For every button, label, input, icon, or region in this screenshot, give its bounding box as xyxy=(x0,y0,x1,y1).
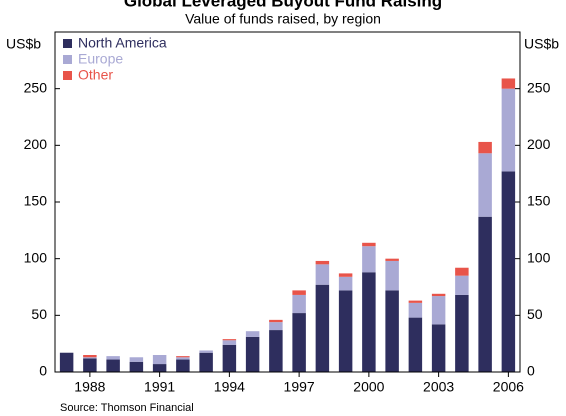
source-note: Source: Thomson Financial xyxy=(60,402,194,414)
bar-segment xyxy=(106,356,120,360)
x-tick-label: 1994 xyxy=(214,379,245,395)
bar-segment xyxy=(245,336,260,372)
bar-segment xyxy=(501,78,516,89)
chart-title: Global Leveraged Buyout Fund Raising xyxy=(124,0,442,10)
bar-segment xyxy=(292,290,306,295)
bar-segment xyxy=(408,300,423,303)
y2-tick-label: 100 xyxy=(527,249,551,265)
bar-segment xyxy=(362,246,376,273)
legend-label: Other xyxy=(78,67,113,83)
bar-segment xyxy=(455,294,469,372)
bar-segment xyxy=(222,339,237,341)
bar-segment xyxy=(129,357,144,362)
y2-tick-label: 50 xyxy=(527,306,543,322)
bar-segment xyxy=(385,260,399,291)
bar-segment xyxy=(455,275,469,295)
y-axis-label: US$b xyxy=(6,36,41,52)
bar-segment xyxy=(222,344,237,372)
legend-swatch xyxy=(63,71,72,80)
y2-tick-label: 250 xyxy=(527,79,551,95)
bar-segment xyxy=(152,355,167,365)
legend-swatch xyxy=(63,39,72,48)
bar-segment xyxy=(83,355,97,358)
bar-segment xyxy=(59,352,74,372)
bar-segment xyxy=(338,276,353,291)
bar-segment xyxy=(199,352,213,372)
bar-segment xyxy=(292,313,306,372)
y-tick-label: 200 xyxy=(24,136,48,152)
y-tick-label: 100 xyxy=(24,249,48,265)
bar-segment xyxy=(176,356,190,358)
bar-segment xyxy=(338,273,353,277)
y-tick-label: 0 xyxy=(39,363,47,379)
bar-segment xyxy=(315,260,330,265)
chart-subtitle: Value of funds raised, by region xyxy=(185,11,381,27)
bar-segment xyxy=(362,242,376,247)
x-tick-label: 2000 xyxy=(353,379,384,395)
y2-tick-label: 150 xyxy=(527,193,551,209)
bar-segment xyxy=(338,290,353,372)
bar-segment xyxy=(83,357,97,359)
bar-segment xyxy=(408,317,423,372)
bar-segment xyxy=(292,294,306,314)
legend-label: North America xyxy=(78,35,167,51)
bar-segment xyxy=(315,284,330,372)
bar-segment xyxy=(222,340,237,345)
bar-segment xyxy=(478,216,492,372)
bar-segment xyxy=(385,290,399,372)
y2-tick-label: 0 xyxy=(527,363,535,379)
bar-segment xyxy=(385,258,399,261)
bar-segment xyxy=(431,324,446,372)
bar-segment xyxy=(83,358,97,372)
bar-segment xyxy=(152,364,167,372)
bar-segment xyxy=(501,88,516,172)
x-tick-label: 2006 xyxy=(493,379,524,395)
bar-segment xyxy=(176,359,190,372)
bar-segment xyxy=(455,267,469,276)
x-tick-label: 2003 xyxy=(423,379,454,395)
bar-segment xyxy=(478,141,492,154)
y-tick-label: 50 xyxy=(31,306,47,322)
bar-segment xyxy=(199,350,213,353)
y2-axis-label: US$b xyxy=(524,36,559,52)
bar-segment xyxy=(501,171,516,372)
bar-segment xyxy=(269,319,283,323)
y-tick-label: 150 xyxy=(24,193,48,209)
bar-segment xyxy=(245,331,260,337)
bar-segment xyxy=(478,153,492,217)
legend-swatch xyxy=(63,55,72,64)
bar-segment xyxy=(408,302,423,318)
bar-segment xyxy=(106,359,120,372)
x-tick-label: 1991 xyxy=(144,379,175,395)
bar-segment xyxy=(269,322,283,331)
bar-segment xyxy=(431,296,446,325)
x-tick-label: 1997 xyxy=(284,379,315,395)
bar-segment xyxy=(129,361,144,372)
bar-segment xyxy=(362,272,376,372)
bar-segment xyxy=(269,330,283,372)
legend-label: Europe xyxy=(78,51,123,67)
bar-segment xyxy=(176,357,190,360)
plot-frame xyxy=(54,31,521,373)
x-tick-label: 1988 xyxy=(74,379,105,395)
y-tick-label: 250 xyxy=(24,79,48,95)
bar-segment xyxy=(315,264,330,285)
bar-segment xyxy=(431,293,446,297)
y2-tick-label: 200 xyxy=(527,136,551,152)
